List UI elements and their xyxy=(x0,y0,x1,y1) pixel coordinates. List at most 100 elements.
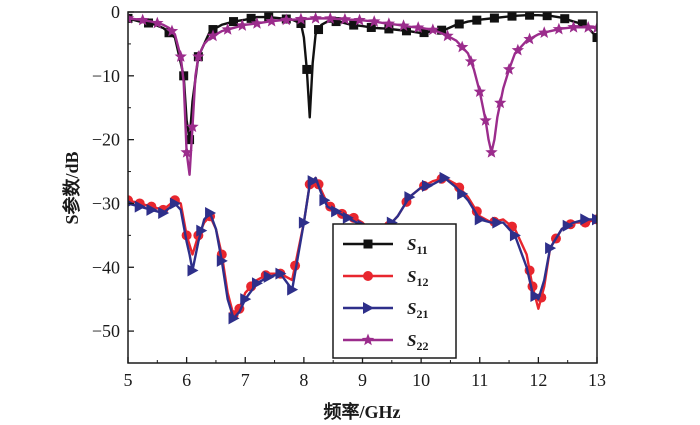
data-point-s11 xyxy=(507,12,517,21)
data-point-s22 xyxy=(590,21,597,34)
legend-marker xyxy=(363,302,374,314)
data-point-s21 xyxy=(474,213,486,226)
data-point-s22 xyxy=(502,62,516,75)
x-axis-title: 频率/GHz xyxy=(324,401,401,422)
data-point-s11 xyxy=(419,28,429,38)
data-point-s11 xyxy=(302,64,312,74)
series-layer xyxy=(128,12,597,325)
data-point-s11 xyxy=(577,19,587,29)
legend-marker xyxy=(363,239,373,249)
data-point-s22 xyxy=(479,113,492,126)
y-tick-label: −40 xyxy=(92,257,120,277)
data-point-s21 xyxy=(169,197,181,210)
data-point-s22 xyxy=(128,12,135,24)
data-point-s11 xyxy=(164,28,174,38)
legend: S11 S12 S21 S22 xyxy=(332,223,457,359)
data-point-s22 xyxy=(582,20,595,33)
data-point-s22 xyxy=(192,50,205,62)
data-point-s21 xyxy=(545,242,557,255)
y-tick-label: −20 xyxy=(92,130,120,150)
data-point-s11 xyxy=(472,15,482,25)
legend-marker xyxy=(361,333,375,346)
y-tick-label: −10 xyxy=(92,66,120,86)
data-point-s22 xyxy=(165,24,179,37)
data-point-s21 xyxy=(187,264,199,277)
data-point-s22 xyxy=(186,120,199,133)
data-point-s22 xyxy=(206,29,220,42)
data-point-s22 xyxy=(426,23,440,36)
data-point-s11 xyxy=(366,22,376,32)
data-point-s22 xyxy=(485,145,498,158)
y-axis-title: S参数/dB xyxy=(61,151,82,224)
y-tick-label: −30 xyxy=(92,193,120,213)
legend-item-s22: S22 xyxy=(343,331,428,353)
x-tick-label: 10 xyxy=(412,370,430,390)
data-point-s11 xyxy=(229,17,239,27)
data-point-s11 xyxy=(384,24,394,34)
data-point-s22 xyxy=(236,19,249,31)
data-point-s21 xyxy=(592,213,597,226)
data-point-s11 xyxy=(264,12,274,22)
data-point-s11 xyxy=(144,18,154,28)
legend-label: S11 xyxy=(407,235,428,257)
data-point-s11 xyxy=(489,13,499,23)
legend-label: S21 xyxy=(407,299,428,321)
data-point-s22 xyxy=(338,12,352,25)
data-point-s22 xyxy=(309,12,322,24)
data-point-s22 xyxy=(280,13,293,26)
data-point-s21 xyxy=(342,211,354,224)
series-s22 xyxy=(128,12,597,176)
legend-item-s11: S11 xyxy=(343,235,428,257)
data-point-s21 xyxy=(196,224,208,237)
data-point-s11 xyxy=(592,33,597,43)
data-point-s21 xyxy=(263,270,275,283)
data-point-s22 xyxy=(538,26,551,38)
y-tick-label: 0 xyxy=(111,2,120,22)
data-point-s21 xyxy=(298,216,310,229)
data-point-s21 xyxy=(216,254,228,267)
data-point-s22 xyxy=(464,54,478,67)
series-line-s21 xyxy=(128,176,597,320)
x-tick-label: 5 xyxy=(124,370,133,390)
data-point-s21 xyxy=(421,179,433,192)
data-point-s22 xyxy=(511,43,525,56)
data-point-s22 xyxy=(265,14,278,27)
data-point-s21 xyxy=(404,191,416,204)
data-point-s21 xyxy=(562,219,574,232)
data-point-s21 xyxy=(307,175,319,188)
data-point-s22 xyxy=(412,21,425,33)
data-point-s11 xyxy=(246,13,256,23)
data-point-s22 xyxy=(136,13,149,26)
data-point-s22 xyxy=(397,19,410,31)
data-point-s21 xyxy=(205,207,217,220)
data-point-s22 xyxy=(221,23,234,35)
data-point-s21 xyxy=(530,289,542,302)
series-line-s11 xyxy=(128,13,597,141)
data-point-s21 xyxy=(457,187,469,200)
axis-layer: 5 6 7 8 9 10 11 12 13 0 −10 −20 −30 −40 −50 xyxy=(92,2,606,390)
data-point-s11 xyxy=(454,19,464,29)
data-point-s12 xyxy=(454,182,465,193)
data-point-s21 xyxy=(580,213,592,226)
data-point-s11 xyxy=(296,18,306,28)
data-point-s22 xyxy=(180,145,193,158)
data-point-s11 xyxy=(331,17,341,27)
data-point-s22 xyxy=(552,22,566,35)
data-point-s22 xyxy=(455,40,469,53)
x-tick-label: 7 xyxy=(241,370,250,390)
data-point-s11 xyxy=(542,12,552,21)
data-point-s11 xyxy=(437,25,447,35)
data-point-s22 xyxy=(382,17,396,30)
x-tick-label: 6 xyxy=(182,370,191,390)
x-tick-label: 8 xyxy=(299,370,308,390)
data-point-s11 xyxy=(525,12,535,20)
data-point-s22 xyxy=(494,96,507,109)
legend-label: S12 xyxy=(407,267,428,289)
data-point-s11 xyxy=(560,14,570,24)
x-tick-label: 11 xyxy=(471,370,488,390)
data-point-s21 xyxy=(134,200,146,213)
data-point-s21 xyxy=(319,194,331,207)
data-point-s22 xyxy=(523,32,536,45)
data-point-s21 xyxy=(331,205,343,218)
legend-box xyxy=(332,223,457,359)
